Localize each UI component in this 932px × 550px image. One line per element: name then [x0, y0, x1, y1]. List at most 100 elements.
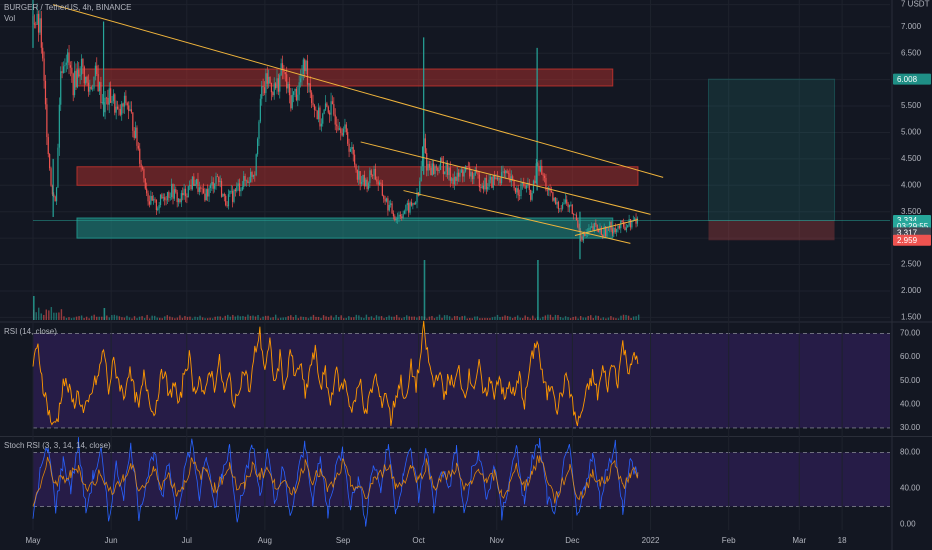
candle-body — [439, 157, 442, 170]
volume-bar — [224, 315, 226, 320]
candle-body — [509, 173, 511, 182]
volume-bar — [254, 316, 257, 320]
volume-bar — [219, 316, 221, 320]
candle-body — [130, 109, 133, 113]
volume-legend[interactable]: Vol — [4, 14, 16, 23]
volume-bar — [524, 315, 526, 320]
candle-body — [263, 87, 266, 94]
trendline[interactable] — [574, 219, 639, 236]
volume-bar — [587, 315, 589, 320]
candle-body — [627, 225, 629, 228]
candle-body — [395, 218, 397, 221]
candle-body — [164, 197, 166, 200]
candle-body — [320, 123, 322, 127]
candle-body — [463, 171, 465, 177]
candle-body — [473, 175, 475, 180]
candle-body — [208, 187, 210, 197]
long-position-tool[interactable] — [33, 78, 890, 241]
candle-body — [485, 177, 487, 190]
candle-body — [57, 147, 59, 188]
volume-bar — [116, 315, 118, 320]
candle-body — [582, 233, 584, 241]
volume-bar — [310, 316, 312, 320]
trendline[interactable] — [53, 4, 664, 178]
price-tick-label: 2.000 — [901, 286, 922, 295]
candle-body — [83, 66, 85, 84]
stoch-rsi-series — [32, 437, 639, 527]
trendline[interactable] — [360, 141, 651, 215]
volume-bar — [592, 317, 594, 320]
candle-body — [194, 184, 196, 186]
volume-bar — [343, 318, 345, 320]
position-target-area[interactable] — [708, 78, 836, 221]
candle-body — [273, 83, 275, 96]
candle-body — [211, 182, 213, 185]
horizontal-zones — [76, 68, 639, 239]
candle-body — [121, 103, 123, 115]
candle-body — [133, 130, 135, 138]
candle-body — [195, 179, 198, 185]
candle-body — [161, 194, 163, 199]
volume-bar — [421, 316, 423, 320]
volume-bar — [539, 318, 542, 320]
time-tick-label: Mar — [792, 536, 806, 545]
volume-bar — [353, 317, 355, 320]
rsi-legend[interactable]: RSI (14, close) — [4, 327, 57, 336]
volume-bar — [55, 312, 58, 320]
candle-body — [143, 168, 145, 179]
time-tick-label: Jul — [182, 536, 192, 545]
candle-body — [179, 198, 181, 203]
candle-body — [428, 163, 431, 168]
candle-body — [312, 102, 314, 106]
price-badge-target — [893, 73, 931, 85]
volume-bar — [393, 316, 395, 320]
candle-body — [322, 113, 324, 124]
volume-bar — [340, 315, 342, 320]
candle-body — [495, 177, 497, 180]
volume-bar — [285, 317, 287, 320]
candle-body — [313, 105, 316, 110]
candle-body — [424, 138, 426, 154]
rsi-tick-label: 30.00 — [900, 423, 921, 432]
volume-bar — [617, 318, 620, 320]
stoch-rsi-legend[interactable]: Stoch RSI (3, 3, 14, 14, close) — [4, 441, 111, 450]
volume-bar — [108, 317, 111, 320]
candle-body — [176, 192, 178, 203]
volume-bar — [469, 318, 471, 320]
trendlines[interactable] — [53, 4, 664, 244]
volume-bar — [476, 316, 479, 320]
position-stop-area[interactable] — [708, 220, 835, 241]
candle-body — [352, 146, 354, 155]
candle-body — [114, 94, 116, 113]
candle-body — [37, 13, 40, 33]
candle-body — [110, 88, 112, 103]
candle-body — [69, 65, 72, 68]
volume-bar — [431, 316, 433, 320]
symbol-legend[interactable]: BURGER / TetherUS, 4h, BINANCE — [4, 3, 132, 12]
volume-bar — [330, 315, 332, 320]
candle-body — [634, 218, 636, 221]
volume-bar — [70, 318, 73, 320]
trendline[interactable] — [403, 190, 631, 244]
volume-bar — [600, 318, 602, 320]
volume-bar — [148, 318, 151, 320]
volume-bar — [133, 316, 136, 320]
price-tick-label: 6.500 — [901, 48, 922, 57]
volume-bar — [360, 317, 363, 320]
candle-body — [154, 199, 156, 200]
candle-body — [85, 76, 87, 84]
volume-bar — [461, 316, 463, 320]
volume-bar — [453, 316, 456, 320]
volume-bar — [385, 316, 388, 320]
candle-body — [232, 190, 234, 202]
volume-bar — [479, 318, 481, 320]
volume-bar — [549, 314, 552, 320]
time-axis[interactable]: May Jun Jul Aug Sep Oct Nov Dec 2022 Feb Mar 18 — [25, 536, 847, 545]
candle-body — [535, 163, 537, 184]
candle-body — [563, 202, 565, 205]
volume-bar — [569, 318, 572, 320]
candle-body — [268, 76, 270, 84]
candle-body — [184, 188, 187, 197]
candle-body — [427, 163, 429, 171]
